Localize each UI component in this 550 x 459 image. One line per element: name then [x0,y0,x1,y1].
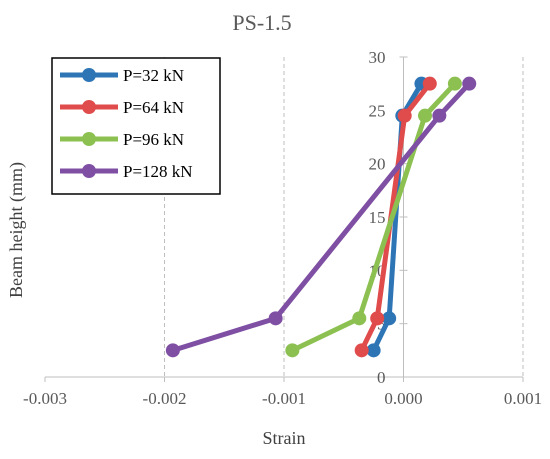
x-axis-title: Strain [263,428,306,448]
legend-item: P=128 kN [60,162,193,181]
data-point [382,311,397,326]
data-point [352,311,367,326]
y-tick-label: 5 [377,315,386,334]
data-point [268,311,283,326]
x-tick-label: -0.001 [262,389,306,408]
y-tick-label: 20 [369,155,386,174]
legend-label: P=128 kN [123,162,193,181]
y-tick-label: 30 [369,48,386,67]
series-layer [165,76,477,358]
legend-label: P=32 kN [123,66,184,85]
data-point [370,311,385,326]
legend-item: P=64 kN [60,98,184,117]
data-point [418,108,433,123]
legend-label: P=64 kN [123,98,184,117]
legend-item: P=96 kN [60,130,184,149]
data-point [397,108,412,123]
data-point [432,108,447,123]
series-line [291,81,457,353]
data-point [447,76,462,91]
data-point [422,76,437,91]
series-group [285,76,462,358]
y-tick-label: 15 [369,208,386,227]
y-tick-label: 0 [377,368,386,387]
data-point [165,343,180,358]
legend-swatch-marker [82,100,96,114]
y-axis-title: Beam height (mm) [6,162,27,298]
x-tick-label: -0.002 [143,389,187,408]
legend: P=32 kN P=64 kN P=96 kN P=128 kN [51,57,221,195]
data-point [354,343,369,358]
legend-swatch-marker [82,68,96,82]
y-tick-label: 25 [369,101,386,120]
legend-swatch-marker [82,132,96,146]
x-tick-label: 0.000 [384,389,422,408]
legend-label: P=96 kN [123,130,184,149]
data-point [366,343,381,358]
series-line [172,81,472,353]
x-tick-label: -0.003 [23,389,67,408]
data-point [285,343,300,358]
data-point [462,76,477,91]
legend-swatch-marker [82,164,96,178]
legend-item: P=32 kN [60,66,184,85]
series-line [371,82,424,352]
x-tick-label: 0.001 [504,389,542,408]
series-group [165,76,477,358]
chart-title: PS-1.5 [232,10,291,35]
